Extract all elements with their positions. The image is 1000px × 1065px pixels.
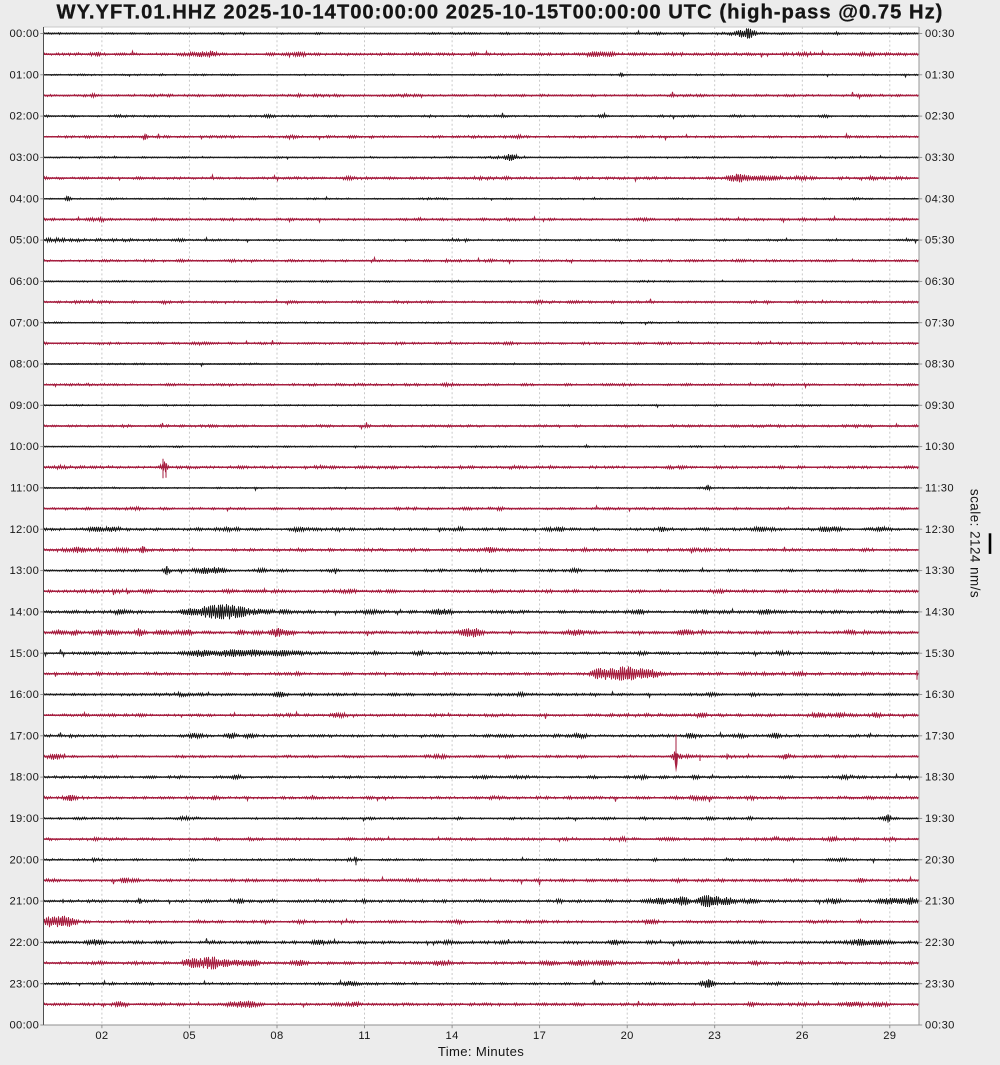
svg-text:18:30: 18:30 (925, 772, 955, 784)
svg-text:05: 05 (183, 1030, 196, 1042)
svg-text:12:30: 12:30 (925, 524, 955, 536)
svg-text:16:00: 16:00 (9, 689, 39, 701)
svg-text:22:00: 22:00 (9, 937, 39, 949)
svg-text:05:30: 05:30 (925, 235, 955, 247)
svg-text:Time: Minutes: Time: Minutes (438, 1044, 524, 1059)
svg-text:08:00: 08:00 (9, 359, 39, 371)
svg-text:11:30: 11:30 (925, 483, 954, 495)
svg-text:16:30: 16:30 (925, 689, 955, 701)
svg-text:10:30: 10:30 (925, 441, 955, 453)
svg-text:21:00: 21:00 (9, 896, 39, 908)
svg-text:02: 02 (95, 1030, 108, 1042)
svg-text:09:00: 09:00 (9, 400, 39, 412)
svg-text:20:00: 20:00 (9, 854, 39, 866)
svg-text:14: 14 (446, 1030, 459, 1042)
svg-text:WY.YFT.01.HHZ 2025-10-14T00:00: WY.YFT.01.HHZ 2025-10-14T00:00:00 2025-1… (57, 2, 944, 24)
svg-text:08:30: 08:30 (925, 359, 955, 371)
svg-text:00:30: 00:30 (925, 1020, 955, 1032)
svg-text:17: 17 (533, 1030, 546, 1042)
svg-text:17:00: 17:00 (9, 730, 39, 742)
svg-text:08: 08 (270, 1030, 283, 1042)
svg-text:06:30: 06:30 (925, 276, 955, 288)
svg-text:20: 20 (621, 1030, 634, 1042)
svg-text:00:00: 00:00 (9, 28, 39, 40)
svg-text:19:00: 19:00 (9, 813, 39, 825)
svg-text:18:00: 18:00 (9, 772, 39, 784)
svg-text:07:00: 07:00 (9, 317, 39, 329)
svg-text:17:30: 17:30 (925, 730, 955, 742)
svg-text:05:00: 05:00 (9, 235, 39, 247)
svg-text:02:30: 02:30 (925, 111, 955, 123)
svg-text:14:30: 14:30 (925, 607, 955, 619)
svg-text:15:00: 15:00 (9, 648, 39, 660)
svg-text:26: 26 (796, 1030, 809, 1042)
svg-text:00:00: 00:00 (9, 1020, 39, 1032)
svg-text:11:00: 11:00 (10, 483, 39, 495)
svg-text:29: 29 (883, 1030, 896, 1042)
svg-text:13:30: 13:30 (925, 565, 955, 577)
svg-text:13:00: 13:00 (9, 565, 39, 577)
svg-text:01:30: 01:30 (925, 69, 955, 81)
svg-text:06:00: 06:00 (9, 276, 39, 288)
svg-text:10:00: 10:00 (9, 441, 39, 453)
svg-text:00:30: 00:30 (925, 28, 955, 40)
svg-text:19:30: 19:30 (925, 813, 955, 825)
svg-text:03:00: 03:00 (9, 152, 39, 164)
svg-text:21:30: 21:30 (925, 896, 955, 908)
svg-text:20:30: 20:30 (925, 854, 955, 866)
svg-text:01:00: 01:00 (9, 69, 39, 81)
svg-text:14:00: 14:00 (9, 607, 39, 619)
svg-text:scale: 2124 nm/s: scale: 2124 nm/s (968, 489, 983, 598)
svg-text:23:00: 23:00 (9, 978, 39, 990)
svg-text:03:30: 03:30 (925, 152, 955, 164)
svg-text:04:30: 04:30 (925, 193, 955, 205)
svg-text:12:00: 12:00 (9, 524, 39, 536)
svg-text:11: 11 (358, 1030, 370, 1042)
svg-text:23: 23 (708, 1030, 721, 1042)
svg-text:22:30: 22:30 (925, 937, 955, 949)
svg-text:02:00: 02:00 (9, 111, 39, 123)
svg-text:15:30: 15:30 (925, 648, 955, 660)
svg-text:23:30: 23:30 (925, 978, 955, 990)
svg-text:09:30: 09:30 (925, 400, 955, 412)
svg-text:04:00: 04:00 (9, 193, 39, 205)
svg-text:07:30: 07:30 (925, 317, 955, 329)
